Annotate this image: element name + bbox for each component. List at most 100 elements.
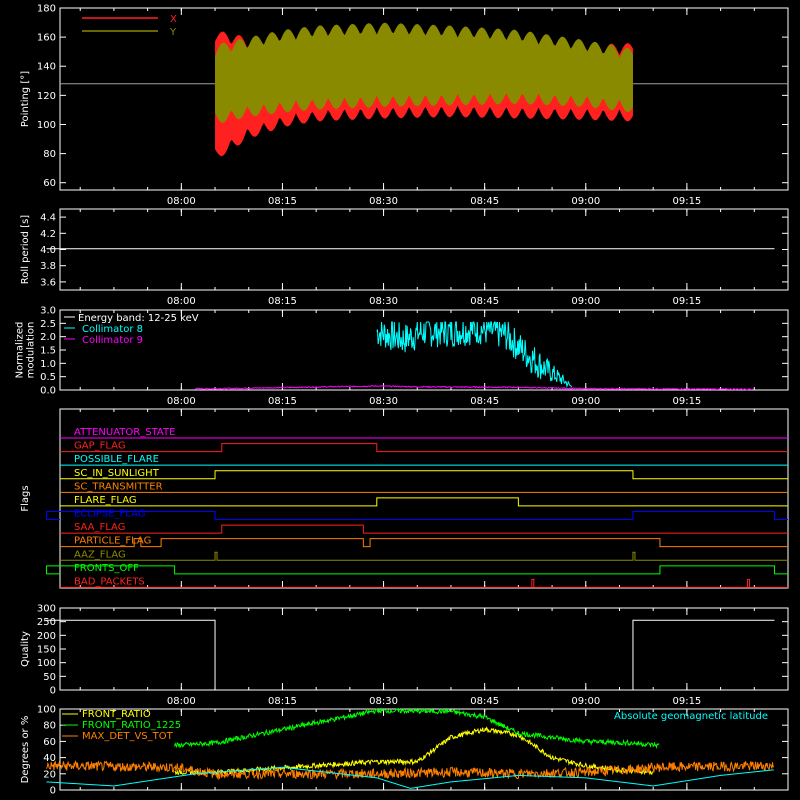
modulation-xtick-label: 08:30 xyxy=(369,396,398,407)
pointing-ylabel: Pointing [°] xyxy=(20,71,31,127)
ratios-series-1 xyxy=(174,707,660,750)
flag-label-possible-flare: POSSIBLE_FLARE xyxy=(74,454,159,465)
quality-ytick-label: 300 xyxy=(37,604,56,615)
quality-ytick-label: 50 xyxy=(43,672,56,683)
roll-ytick-label: 4.0 xyxy=(40,245,56,256)
pointing-xtick-label: 09:15 xyxy=(672,196,701,207)
pointing-xtick-label: 08:15 xyxy=(268,196,297,207)
modulation-xtick-label: 08:45 xyxy=(470,396,499,407)
roll-ytick-label: 4.2 xyxy=(40,229,56,240)
ratios-legend-label-0: FRONT_RATIO xyxy=(82,709,151,720)
ratios-legend-label-2: MAX_DET_VS_TOT xyxy=(82,731,174,742)
modulation-xtick-label: 08:00 xyxy=(167,396,196,407)
pointing-ytick-label: 160 xyxy=(37,33,56,44)
flag-line-aaz-flag xyxy=(60,551,788,561)
ratios-series-2 xyxy=(46,760,774,781)
roll-xtick-label: 09:00 xyxy=(571,296,600,307)
pointing-frame xyxy=(59,7,789,191)
flag-line-saa-flag xyxy=(60,524,788,534)
flag-label-bad-packets: BAD_PACKETS xyxy=(74,576,145,587)
modulation-ytick-label: 0.0 xyxy=(40,386,56,397)
quality-xtick-label: 09:15 xyxy=(672,696,701,707)
flags-frame xyxy=(59,408,789,589)
flag-label-particle-flag: PARTICLE_FLAG xyxy=(74,536,151,547)
flag-label-sc-transmitter: SC_TRANSMITTER xyxy=(74,481,163,492)
ratios-ytick-label: 80 xyxy=(43,721,56,732)
quality-ytick-label: 250 xyxy=(37,617,56,628)
quality-xtick-label: 09:00 xyxy=(571,696,600,707)
quality-ylabel: Quality xyxy=(20,631,31,667)
modulation-ytick-label: 1.5 xyxy=(40,346,56,357)
flag-line-eclipse-flag xyxy=(46,511,788,520)
quality-xtick-label: 08:30 xyxy=(369,696,398,707)
roll-frame xyxy=(59,208,789,291)
modulation-xtick-label: 08:15 xyxy=(268,396,297,407)
modulation-xtick-label: 09:00 xyxy=(571,396,600,407)
pointing-legend-label-x: X xyxy=(170,14,177,25)
flag-line-gap-flag xyxy=(60,443,788,453)
pointing-xtick-label: 08:45 xyxy=(470,196,499,207)
ratios-ytick-label: 20 xyxy=(43,769,56,780)
flag-label-saa-flag: SAA_FLAG xyxy=(74,522,125,533)
ratios-series-3 xyxy=(46,766,774,789)
pointing-series-y-band xyxy=(215,22,633,123)
roll-ytick-label: 3.8 xyxy=(40,261,56,272)
quality-ytick-label: 0 xyxy=(50,686,56,697)
modulation-xtick-label: 09:15 xyxy=(672,396,701,407)
roll-ylabel: Roll period [s] xyxy=(20,215,31,284)
ratios-ytick-label: 100 xyxy=(37,705,56,716)
flag-line-sc-in-sunlight xyxy=(60,470,788,480)
quality-ytick-label: 150 xyxy=(37,645,56,656)
modulation-series-0 xyxy=(376,320,573,389)
ratios-ytick-label: 0 xyxy=(50,786,56,797)
pointing-ytick-label: 100 xyxy=(37,120,56,131)
pointing-ytick-label: 80 xyxy=(43,149,56,160)
ratios-ylabel: Degrees or % xyxy=(20,716,31,784)
roll-ytick-label: 3.6 xyxy=(40,277,56,288)
modulation-ylabel: Normalized xyxy=(15,322,26,379)
roll-xtick-label: 09:15 xyxy=(672,296,701,307)
flag-label-fronts-off: FRONTS_OFF xyxy=(74,563,139,574)
pointing-ytick-label: 140 xyxy=(37,62,56,73)
modulation-legend-label-0: Collimator 8 xyxy=(82,324,143,335)
roll-xtick-label: 08:00 xyxy=(167,296,196,307)
flag-line-bad-packets xyxy=(60,578,788,588)
quality-ytick-label: 200 xyxy=(37,631,56,642)
pointing-xtick-label: 09:00 xyxy=(571,196,600,207)
pointing-ytick-label: 60 xyxy=(43,178,56,189)
flag-label-gap-flag: GAP_FLAG xyxy=(74,441,126,452)
ratios-legend-label-1: FRONT_RATIO_1225 xyxy=(82,720,181,731)
flag-label-eclipse-flag: ECLIPSE_FLAG xyxy=(74,509,145,520)
modulation-ytick-label: 1.0 xyxy=(40,359,56,370)
flag-line-fronts-off xyxy=(46,565,788,575)
flag-label-attenuator-state: ATTENUATOR_STATE xyxy=(74,427,175,438)
ratios-ytick-label: 60 xyxy=(43,737,56,748)
flag-label-aaz-flag: AAZ_FLAG xyxy=(74,549,126,560)
modulation-ytick-label: 0.5 xyxy=(40,372,56,383)
modulation-ytick-label: 2.0 xyxy=(40,332,56,343)
ratios-ytick-label: 40 xyxy=(43,753,56,764)
modulation-series-1 xyxy=(194,384,754,391)
pointing-xtick-label: 08:30 xyxy=(369,196,398,207)
modulation-legend-label-1: Collimator 9 xyxy=(82,335,143,346)
quality-xtick-label: 08:00 xyxy=(167,696,196,707)
flags-ylabel: Flags xyxy=(20,485,31,511)
quality-line xyxy=(46,619,775,691)
roll-xtick-label: 08:15 xyxy=(268,296,297,307)
quality-xtick-label: 08:45 xyxy=(470,696,499,707)
ratios-series-0 xyxy=(174,726,653,776)
modulation-ylabel: modulation xyxy=(26,322,37,379)
ratios-latitude-label: Absolute geomagnetic latitude xyxy=(614,711,768,722)
roll-xtick-label: 08:30 xyxy=(369,296,398,307)
pointing-legend-label-y: Y xyxy=(169,27,177,38)
roll-ytick-label: 4.4 xyxy=(40,213,56,224)
pointing-xtick-label: 08:00 xyxy=(167,196,196,207)
flag-label-sc-in-sunlight: SC_IN_SUNLIGHT xyxy=(74,468,160,479)
roll-xtick-label: 08:45 xyxy=(470,296,499,307)
quality-xtick-label: 08:15 xyxy=(268,696,297,707)
quality-ytick-label: 100 xyxy=(37,658,56,669)
pointing-ytick-label: 180 xyxy=(37,4,56,15)
modulation-energy-band-label: Energy band: 12-25 keV xyxy=(78,313,199,324)
